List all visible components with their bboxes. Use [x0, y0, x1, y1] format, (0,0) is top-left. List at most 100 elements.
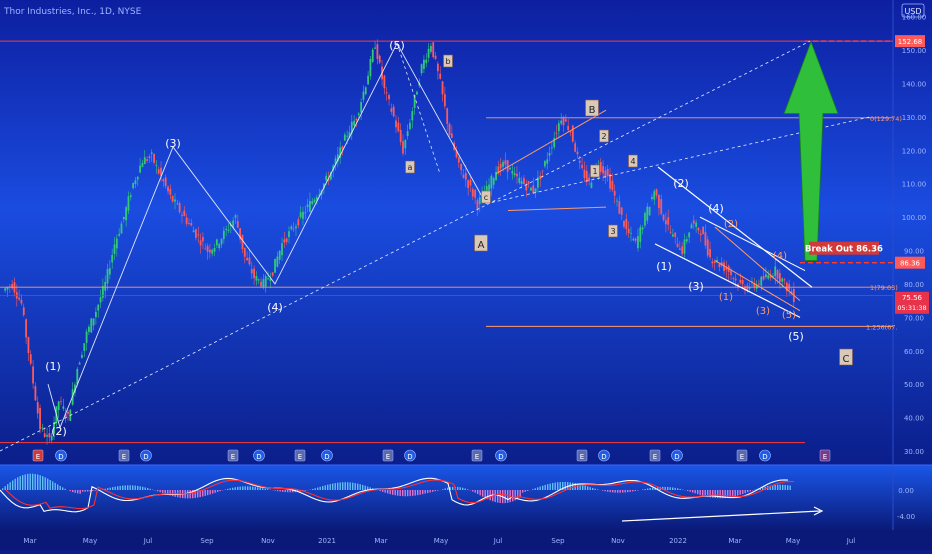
- candle-body: [111, 255, 113, 262]
- candle-body: [146, 159, 148, 161]
- oscillator-bar: [387, 490, 388, 493]
- event-label: D: [58, 453, 63, 461]
- oscillator-bar: [517, 490, 518, 499]
- candle-body: [693, 220, 695, 223]
- oscillator-bar: [125, 485, 126, 490]
- oscillator-bar: [210, 490, 211, 494]
- candle-body: [197, 235, 199, 236]
- oscillator-bar: [80, 490, 81, 494]
- candle-body: [172, 196, 174, 202]
- oscillator-bar: [775, 485, 776, 490]
- candle-body: [123, 217, 125, 219]
- candle-body: [356, 119, 358, 121]
- oscillator-bar: [165, 490, 166, 494]
- candle-body: [649, 207, 651, 216]
- candle-body: [758, 284, 760, 285]
- oscillator-bar: [357, 484, 358, 490]
- oscillator-bar: [565, 482, 566, 490]
- oscillator-bar: [495, 490, 496, 502]
- candle-body: [174, 200, 176, 202]
- candle-body: [46, 435, 48, 437]
- candle-body: [267, 278, 269, 279]
- candle-body: [437, 64, 439, 72]
- oscillator-bar: [95, 490, 96, 491]
- oscillator-bar: [787, 485, 788, 490]
- oscillator-bar: [607, 490, 608, 492]
- wave-label: 3: [610, 227, 615, 236]
- oscillator-bar: [15, 479, 16, 490]
- candle-body: [395, 121, 397, 128]
- oscillator-bar: [330, 484, 331, 490]
- y-tick-label: 40.00: [904, 415, 924, 423]
- candle-body: [765, 274, 767, 277]
- candle-body: [700, 234, 702, 236]
- oscillator-bar: [245, 486, 246, 490]
- oscillator-bar: [410, 490, 411, 496]
- oscillator-bar: [240, 487, 241, 490]
- oscillator-bar: [280, 490, 281, 491]
- candle-body: [563, 117, 565, 125]
- candle-body: [211, 250, 213, 254]
- candle-body: [109, 268, 111, 274]
- y-tick-label: 90.00: [904, 248, 924, 256]
- candle-body: [274, 259, 276, 273]
- oscillator-bar: [435, 490, 436, 491]
- oscillator-bar: [260, 488, 261, 490]
- wave-label: (3): [688, 280, 704, 293]
- symbol-title[interactable]: Thor Industries, Inc., 1D, NYSE: [3, 7, 142, 17]
- event-label: D: [762, 453, 767, 461]
- candle-body: [530, 188, 532, 191]
- oscillator-bar: [785, 485, 786, 490]
- candle-body: [60, 401, 62, 402]
- current-price: 75.56: [902, 294, 923, 302]
- oscillator-bar: [467, 489, 468, 490]
- event-label: E: [580, 453, 584, 461]
- event-label: E: [823, 453, 827, 461]
- oscillator-bar: [342, 482, 343, 490]
- y-tick-label: 30.00: [904, 448, 924, 456]
- oscillator-bar: [620, 490, 621, 493]
- candle-body: [386, 92, 388, 93]
- candle-body: [407, 131, 409, 136]
- oscillator-bar: [285, 490, 286, 492]
- oscillator-bar: [442, 489, 443, 490]
- candle-body: [79, 363, 81, 365]
- candle-body: [302, 212, 304, 219]
- event-label: E: [122, 453, 126, 461]
- oscillator-bar: [625, 490, 626, 492]
- candle-body: [411, 111, 413, 120]
- candle-body: [591, 183, 593, 188]
- oscillator-bar: [542, 486, 543, 490]
- candle-body: [507, 160, 509, 172]
- oscillator-bar: [622, 490, 623, 493]
- countdown: 05:31:38: [897, 304, 926, 312]
- candle-body: [518, 178, 520, 183]
- candle-body: [100, 297, 102, 302]
- breakout-price: 86.36: [900, 260, 921, 268]
- event-label: E: [475, 453, 479, 461]
- oscillator-bar: [402, 490, 403, 496]
- candle-body: [149, 156, 151, 158]
- x-tick-label: May: [434, 537, 448, 545]
- candle-body: [651, 197, 653, 199]
- wave-label: C: [843, 354, 850, 365]
- candle-body: [142, 163, 144, 167]
- oscillator-bar: [672, 487, 673, 490]
- candle-body: [630, 233, 632, 234]
- candle-body: [167, 186, 169, 191]
- candle-body: [400, 130, 402, 142]
- oscillator-bar: [740, 490, 741, 495]
- oscillator-bar: [427, 490, 428, 493]
- wave-label: 1: [592, 167, 597, 176]
- oscillator-bar: [362, 485, 363, 490]
- oscillator-bar: [475, 490, 476, 493]
- main-pane-bg: [0, 0, 932, 465]
- y-tick-label: 140.00: [902, 80, 927, 88]
- oscillator-bar: [610, 490, 611, 492]
- candle-body: [283, 239, 285, 242]
- oscillator-bar: [57, 484, 58, 490]
- candle-body: [625, 219, 627, 229]
- candle-body: [646, 207, 648, 221]
